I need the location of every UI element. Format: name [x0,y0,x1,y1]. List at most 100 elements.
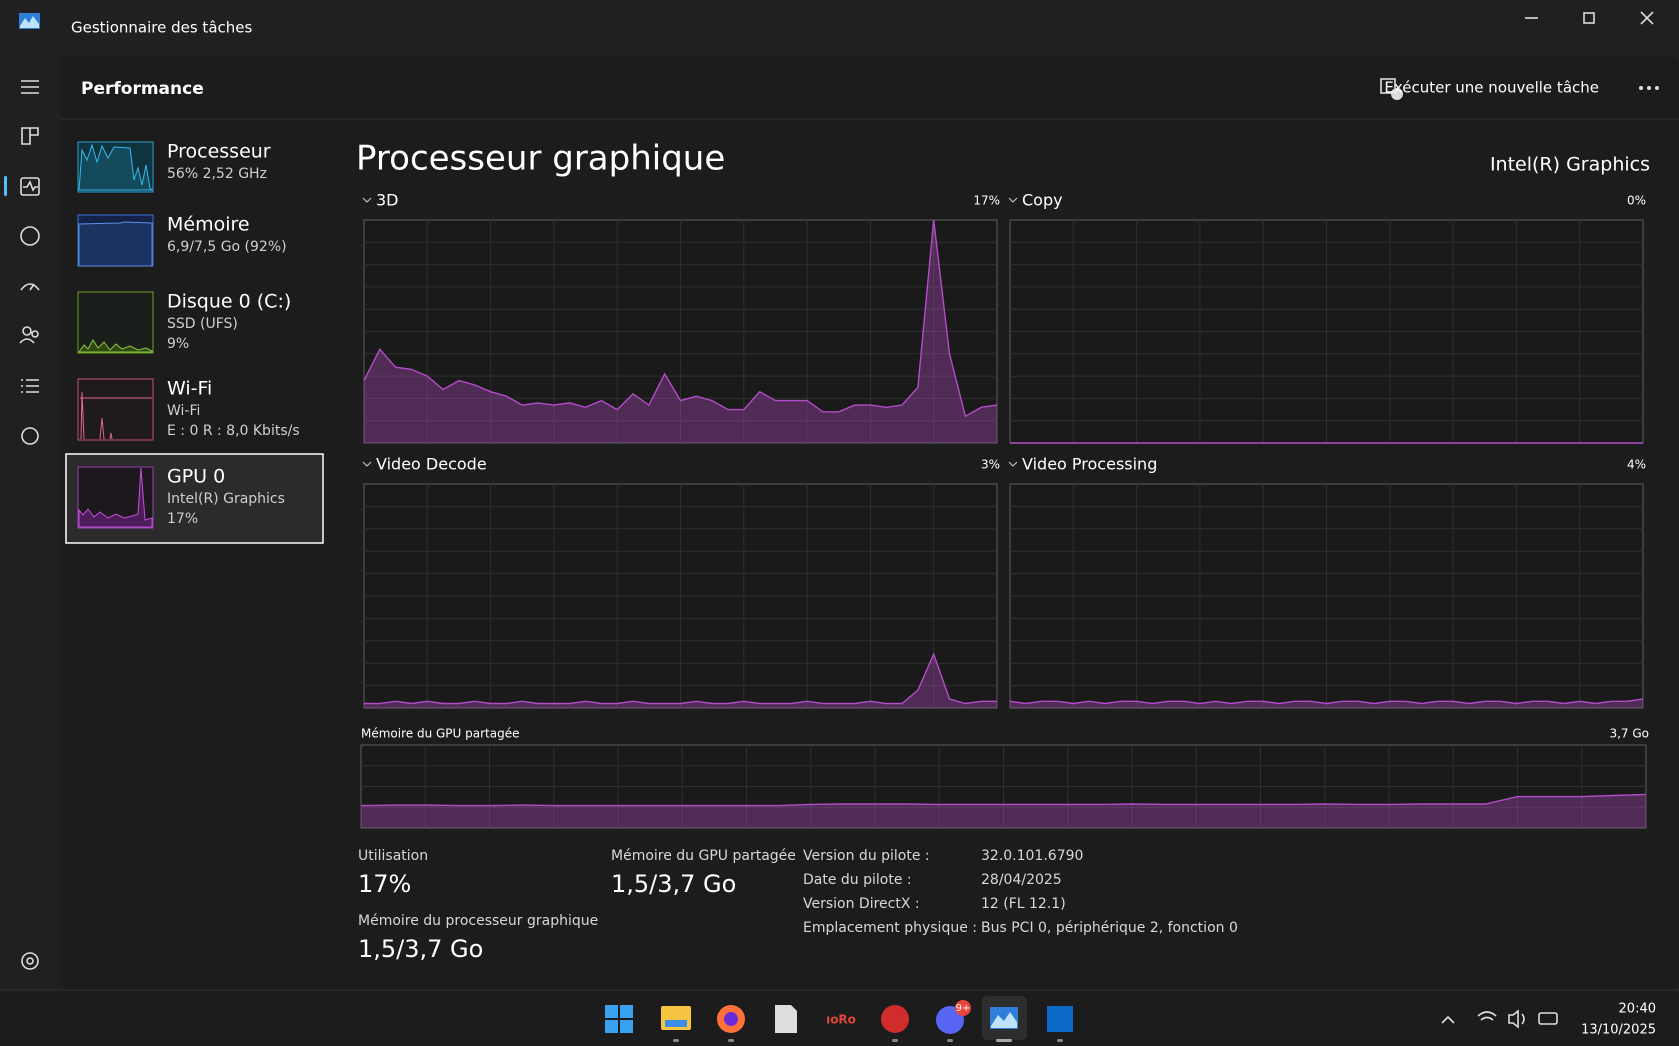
device-detail: 6,9/7,5 Go (92%) [167,239,287,255]
nav-services[interactable] [21,427,39,445]
graph-area [364,220,997,443]
driver-label: Version DirectX : [803,896,920,912]
app-icon-red[interactable]: ıoRo [826,1013,856,1027]
nav-users[interactable] [19,326,39,344]
nav-settings[interactable] [21,952,39,970]
window-title: Gestionnaire des tâches [71,19,252,37]
graph-title: Mémoire du GPU partagée [361,727,519,741]
running-indicator [996,1039,1012,1042]
graph-line [364,652,997,705]
taskmgr-icon[interactable] [990,1007,1018,1029]
stat-value: 1,5/3,7 Go [358,935,483,963]
running-dots [673,1039,1063,1042]
graph-line [1009,698,1644,705]
section-title: Performance [81,79,204,99]
badge [955,1000,971,1016]
nav-processes[interactable] [21,127,39,145]
graph-title[interactable]: Video Processing [1022,455,1157,474]
collapse-chevron[interactable] [362,197,372,203]
explorer-icon[interactable] [661,1006,691,1030]
more-button[interactable] [1639,86,1659,90]
collapse-chevron[interactable] [362,461,372,467]
graph-title[interactable]: Copy [1022,191,1063,210]
graph-max: 3% [981,458,1000,472]
device-name[interactable]: Disque 0 (C:) [167,291,291,313]
restore-button[interactable] [1583,12,1595,24]
graph-max: 4% [1627,458,1646,472]
app-icon-circle[interactable] [881,1005,909,1033]
driver-value: Bus PCI 0, périphérique 2, fonction 0 [981,920,1238,936]
close-button[interactable] [1640,11,1654,25]
new-task-button[interactable]: Exécuter une nouvelle tâche [1384,79,1599,97]
disk-thumb[interactable] [77,291,154,354]
taskbar [0,990,1679,1046]
cpu-thumb[interactable] [77,141,154,193]
gpu-thumb[interactable] [77,466,154,529]
nav-indicator [4,176,7,196]
device-name[interactable]: Processeur [167,141,271,163]
stat-value: 1,5/3,7 Go [611,870,736,898]
tray-overflow[interactable] [1441,1015,1455,1024]
driver-info: Version du pilote : 32.0.101.6790 Date du … [803,848,1238,936]
nav-performance[interactable] [20,177,40,196]
device-detail: Wi-Fi [167,403,200,419]
app-icon [19,13,40,29]
nav-performance-glyph [23,180,38,192]
new-task-icon[interactable] [1380,78,1403,100]
device-detail: Intel(R) Graphics [167,491,285,507]
device-detail: E : 0 R : 8,0 Kbits/s [167,423,300,439]
graph-line [360,793,1647,807]
memory-thumb[interactable] [77,214,154,267]
device-detail: 56% 2,52 GHz [167,166,267,182]
stat-label: Utilisation [358,848,428,864]
main-title: Processeur graphique [356,139,725,179]
driver-label: Date du pilote : [803,872,912,888]
start-button[interactable] [605,1005,633,1033]
device-name[interactable]: Mémoire [167,214,250,236]
device-name[interactable]: GPU 0 [167,466,225,488]
nav-settings-hub [26,957,34,965]
collapse-chevron[interactable] [1008,461,1018,467]
clock-time[interactable]: 20:40 [1619,1002,1656,1017]
nav-startup[interactable] [20,283,40,291]
driver-label: Emplacement physique : [803,920,977,936]
nav [4,80,40,970]
stat-label: Mémoire du GPU partagée [611,848,796,864]
volume-icon[interactable] [1508,1009,1525,1029]
stat-value: 17% [358,870,411,898]
driver-value: 32.0.101.6790 [981,848,1083,864]
clock-date[interactable]: 13/10/2025 [1581,1023,1656,1038]
graph-line [363,219,998,418]
taskbar-apps: ıoRo 9+ [605,996,1073,1042]
nav-history[interactable] [20,226,40,246]
collapse-chevron[interactable] [1008,197,1018,203]
driver-label: Version du pilote : [803,848,930,864]
files-icon[interactable] [775,1005,797,1033]
intel-icon[interactable] [1047,1006,1073,1032]
graph-area [364,654,997,708]
wifi-icon[interactable] [1477,1011,1497,1021]
battery-icon[interactable] [1538,1012,1558,1025]
nav-details[interactable] [21,379,39,393]
graph-area [361,794,1646,828]
menu-button[interactable] [21,80,39,94]
device-detail: 9% [167,336,189,352]
firefox-icon-core [724,1012,738,1026]
graph-max: 0% [1627,194,1646,208]
stat-label: Mémoire du processeur graphique [358,913,598,929]
device-name[interactable]: Wi-Fi [167,378,212,400]
graph-max: 17% [973,194,1000,208]
graph-title[interactable]: Video Decode [376,455,487,474]
wifi-thumb[interactable] [77,378,154,441]
sidebar: Processeur 56% 2,52 GHz Mémoire 6,9/7,5 Go … [77,141,300,529]
graph-title[interactable]: 3D [376,191,399,210]
graphs: 3D 17% Copy 0% Video Decode 3% Video Processin… [360,191,1649,829]
device-detail: 17% [167,511,198,527]
graph-max: 3,7 Go [1609,727,1649,741]
device-name: Intel(R) Graphics [1490,154,1650,176]
badge-text: 9+ [956,1003,971,1014]
device-detail: SSD (UFS) [167,316,238,332]
driver-value: 12 (FL 12.1) [981,896,1066,912]
